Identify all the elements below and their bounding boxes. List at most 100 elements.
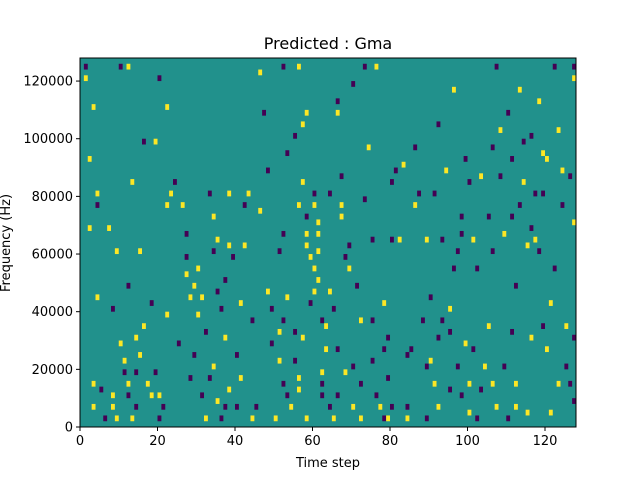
heatmap-cell — [405, 403, 410, 410]
heatmap-cell — [111, 305, 115, 312]
heatmap-cell — [374, 392, 379, 399]
heatmap-cell — [533, 190, 538, 197]
heatmap-cell — [297, 202, 301, 208]
heatmap-cell — [165, 202, 170, 208]
heatmap-cell — [111, 403, 115, 410]
heatmap-cell — [211, 213, 216, 220]
heatmap-cell — [126, 282, 131, 289]
heatmap-cell — [448, 305, 453, 312]
heatmap-cell — [223, 334, 228, 341]
heatmap-cell — [421, 317, 425, 324]
heatmap-cell — [510, 213, 515, 220]
heatmap-cell — [316, 277, 321, 283]
heatmap-cell — [409, 346, 414, 353]
heatmap-cell — [506, 109, 511, 116]
heatmap-cell — [235, 352, 239, 358]
heatmap-cell — [304, 230, 309, 237]
heatmap-cell — [560, 202, 565, 208]
heatmap-cell — [277, 248, 282, 255]
heatmap-cell — [393, 167, 398, 174]
heatmap-cell — [126, 380, 131, 387]
heatmap-cell — [548, 300, 553, 306]
heatmap-cell — [300, 334, 305, 341]
x-axis: 0 20 40 60 80 100 120 — [76, 427, 557, 449]
heatmap-cell — [312, 202, 317, 208]
heatmap-cell — [351, 363, 356, 370]
heatmap-cell — [227, 242, 232, 249]
heatmap-cell — [215, 288, 220, 295]
heatmap-cell — [126, 392, 131, 399]
heatmap-cell — [467, 179, 472, 185]
heatmap-cell — [281, 317, 286, 324]
heatmap-cell — [215, 398, 220, 404]
heatmap-cell — [161, 403, 166, 410]
heatmap-cell — [281, 380, 286, 387]
heatmap-cell — [413, 202, 418, 208]
plot-area — [79, 57, 577, 428]
heatmap-cell — [382, 300, 387, 306]
heatmap-cell — [320, 317, 325, 324]
heatmap-cell — [525, 242, 530, 249]
heatmap-cell — [502, 230, 507, 237]
heatmap-cell — [424, 236, 429, 243]
heatmap-cell — [382, 346, 387, 353]
heatmap-cell — [459, 392, 464, 399]
heatmap-cell — [541, 150, 546, 157]
heatmap-cell — [537, 98, 542, 105]
heatmap-cell — [459, 213, 464, 220]
heatmap-cell — [405, 415, 410, 422]
heatmap-cell — [413, 144, 418, 151]
heatmap-cell — [219, 305, 224, 312]
heatmap-cell — [386, 375, 391, 381]
heatmap-cell — [184, 254, 189, 260]
heatmap-cell — [452, 86, 456, 93]
heatmap-cell — [126, 63, 131, 70]
heatmap-cell — [320, 392, 325, 399]
heatmap-cell — [316, 248, 321, 255]
heatmap-cell — [297, 63, 301, 70]
heatmap-cell — [440, 236, 445, 243]
heatmap-cell — [366, 144, 371, 151]
heatmap-cell — [479, 386, 484, 393]
heatmap-cell — [463, 340, 468, 347]
heatmap-cell — [111, 392, 115, 399]
heatmap-cell — [564, 363, 569, 370]
heatmap-cell — [475, 415, 480, 422]
heatmap-cell — [510, 328, 515, 335]
heatmap-cell — [459, 230, 464, 237]
heatmap-cell — [502, 363, 507, 370]
heatmap-cell — [339, 213, 344, 220]
heatmap-cell — [343, 254, 348, 260]
heatmap-cell — [572, 75, 577, 82]
heatmap-cell — [91, 380, 96, 387]
heatmap-cell — [362, 196, 367, 203]
heatmap-cell — [436, 334, 441, 341]
heatmap-cell — [494, 63, 499, 70]
heatmap-cell — [362, 63, 367, 70]
heatmap-cell — [196, 265, 201, 272]
heatmap-cell — [448, 328, 453, 335]
heatmap-cell — [308, 254, 313, 260]
heatmap-cell — [138, 352, 143, 358]
y-tick-label: 60000 — [32, 248, 73, 263]
heatmap-cell — [95, 190, 100, 197]
heatmap-cell — [386, 334, 391, 341]
heatmap-cell — [281, 63, 286, 70]
heatmap-cell — [266, 288, 270, 295]
heatmap-cell — [169, 190, 174, 197]
chart-title: Predicted : Gma — [264, 34, 392, 53]
heatmap-cell — [285, 150, 290, 157]
heatmap-cell — [192, 282, 197, 289]
heatmap-cell — [215, 236, 220, 243]
heatmap-cell — [293, 132, 298, 139]
heatmap-cell — [200, 294, 205, 301]
heatmap-cell — [510, 156, 515, 162]
y-tick-label: 80000 — [32, 190, 73, 205]
heatmap-cell — [359, 415, 363, 422]
heatmap-cell — [444, 167, 449, 174]
heatmap-cell — [517, 202, 522, 208]
heatmap-cell — [316, 230, 321, 237]
heatmap-cell — [320, 380, 325, 387]
heatmap-cell — [572, 219, 577, 226]
